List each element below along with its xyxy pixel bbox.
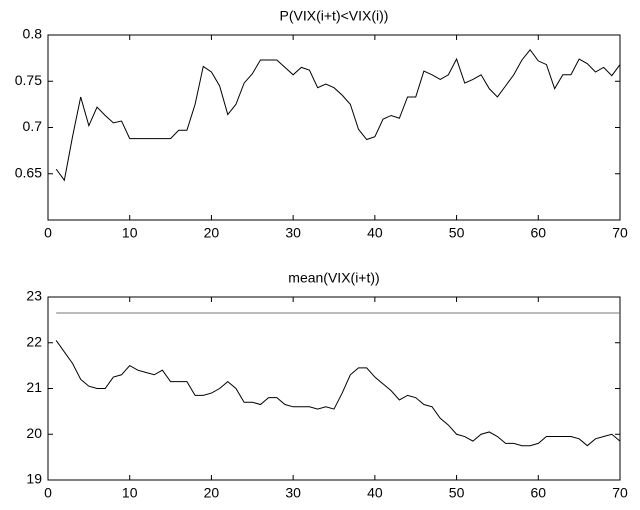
x-tick-label: 30 xyxy=(285,225,301,241)
y-tick-label: 0.8 xyxy=(23,26,43,42)
x-tick-label: 50 xyxy=(449,225,465,241)
data-line xyxy=(55,340,621,447)
x-tick-label: 40 xyxy=(367,485,383,501)
y-tick-label: 22 xyxy=(26,333,42,349)
y-tick-label: 19 xyxy=(26,471,42,487)
x-tick-label: 60 xyxy=(530,225,546,241)
x-tick-label: 0 xyxy=(44,225,52,241)
x-tick-label: 0 xyxy=(44,485,52,501)
y-tick-label: 0.75 xyxy=(15,72,42,88)
x-tick-label: 70 xyxy=(612,485,628,501)
x-tick-label: 70 xyxy=(612,225,628,241)
chart-title: P(VIX(i+t)<VIX(i)) xyxy=(280,8,389,24)
x-tick-label: 30 xyxy=(285,485,301,501)
x-tick-label: 20 xyxy=(204,485,220,501)
y-tick-label: 20 xyxy=(26,425,42,441)
data-line xyxy=(55,48,621,182)
y-tick-label: 21 xyxy=(26,379,42,395)
x-tick-label: 40 xyxy=(367,225,383,241)
x-tick-label: 10 xyxy=(122,225,138,241)
x-tick-label: 10 xyxy=(122,485,138,501)
y-tick-label: 0.65 xyxy=(15,164,42,180)
y-tick-label: 0.7 xyxy=(23,118,43,134)
x-tick-label: 60 xyxy=(530,485,546,501)
x-tick-label: 20 xyxy=(204,225,220,241)
x-tick-label: 50 xyxy=(449,485,465,501)
y-tick-label: 23 xyxy=(26,288,42,304)
plot-frame xyxy=(47,34,621,221)
plot-frame xyxy=(47,296,621,481)
chart-title: mean(VIX(i+t)) xyxy=(288,270,379,286)
